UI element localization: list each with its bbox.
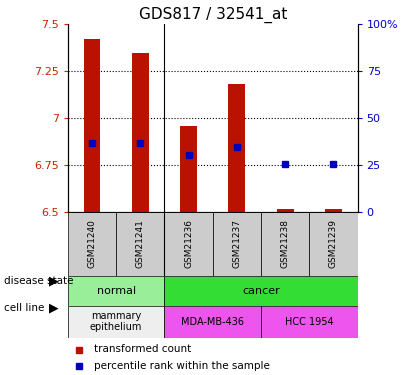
Text: GSM21240: GSM21240 xyxy=(88,219,97,268)
Bar xyxy=(325,209,342,212)
Text: normal: normal xyxy=(97,286,136,296)
Text: disease state: disease state xyxy=(4,276,74,285)
Text: GSM21241: GSM21241 xyxy=(136,219,145,268)
Bar xyxy=(164,212,213,276)
Bar xyxy=(132,53,149,212)
Bar xyxy=(213,212,261,276)
Bar xyxy=(68,212,116,276)
Title: GDS817 / 32541_at: GDS817 / 32541_at xyxy=(139,7,287,23)
Bar xyxy=(116,212,164,276)
Bar xyxy=(180,126,197,212)
Bar xyxy=(261,212,309,276)
Bar xyxy=(261,306,358,338)
Text: MDA-MB-436: MDA-MB-436 xyxy=(181,316,244,327)
Text: percentile rank within the sample: percentile rank within the sample xyxy=(94,361,270,370)
Bar xyxy=(68,306,164,338)
Text: ▶: ▶ xyxy=(48,302,58,315)
Text: ▶: ▶ xyxy=(48,274,58,287)
Bar xyxy=(229,84,245,212)
Bar xyxy=(164,276,358,306)
Text: mammary
epithelium: mammary epithelium xyxy=(90,311,142,332)
Bar xyxy=(309,212,358,276)
Bar xyxy=(68,276,164,306)
Text: GSM21238: GSM21238 xyxy=(281,219,290,268)
Text: cell line: cell line xyxy=(4,303,44,313)
Text: cancer: cancer xyxy=(242,286,280,296)
Text: GSM21236: GSM21236 xyxy=(184,219,193,268)
Bar xyxy=(277,209,293,212)
Text: HCC 1954: HCC 1954 xyxy=(285,316,334,327)
Bar xyxy=(164,306,261,338)
Text: GSM21239: GSM21239 xyxy=(329,219,338,268)
Bar xyxy=(83,39,100,212)
Text: transformed count: transformed count xyxy=(94,345,191,354)
Text: GSM21237: GSM21237 xyxy=(232,219,241,268)
